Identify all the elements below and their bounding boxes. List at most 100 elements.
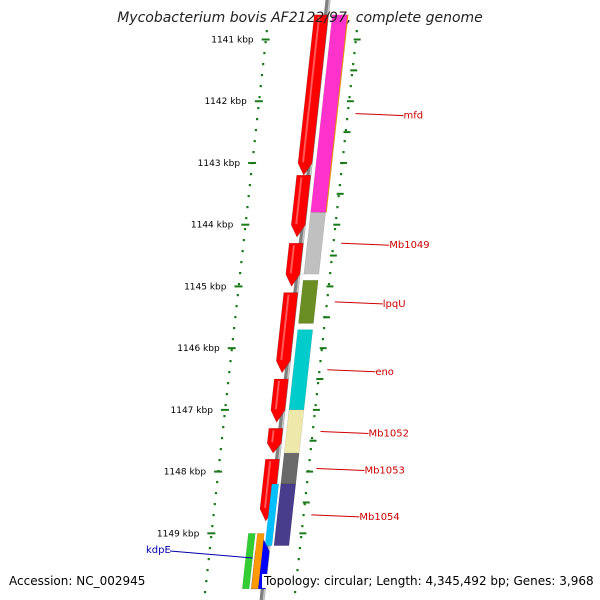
feature-bar (298, 279, 319, 324)
tick-dot (259, 85, 262, 88)
forward-gene-arrow (290, 175, 312, 238)
tick-dot (309, 448, 312, 451)
feature-layer (241, 14, 349, 590)
tick-dot (336, 206, 339, 209)
tick-dot (207, 558, 210, 561)
map-title: Mycobacterium bovis AF2122/97, complete … (117, 10, 483, 26)
tick-dot (208, 547, 212, 550)
tick-dot (330, 261, 333, 264)
tick-dot (306, 481, 309, 484)
tick-dot (254, 129, 258, 132)
tick-dot (327, 283, 331, 286)
tick-dot (304, 492, 308, 495)
tick-dot (350, 74, 354, 77)
feature-bar (250, 533, 265, 590)
tick-dot (252, 151, 255, 154)
gene-gloss (295, 177, 303, 225)
tick-dot (210, 536, 213, 539)
tick-dot (342, 151, 345, 154)
tick-dot (253, 140, 256, 143)
tick-label: 1147 kbp (171, 406, 214, 416)
tick-dot (265, 30, 268, 33)
tick-dot (235, 305, 238, 308)
tick-dot (230, 349, 233, 352)
feature-bar (264, 483, 280, 546)
feature-label: lpqU (383, 299, 406, 310)
tick-dot (313, 415, 316, 418)
tick-dot (348, 96, 351, 99)
tick-layer: 1141 kbp 1142 kbp 1143 kbp 1144 kbp 1145 kbp… (157, 30, 361, 594)
tick-dot (237, 283, 241, 286)
tick-dot (354, 41, 357, 44)
tick-label: 1143 kbp (198, 159, 241, 169)
tick-dot (329, 272, 332, 275)
label-leader (355, 113, 404, 117)
tick-dot (214, 492, 218, 495)
tick-dot (339, 173, 343, 176)
tick-dot (315, 393, 318, 396)
tick-dot (216, 481, 219, 484)
label-leader (320, 430, 369, 434)
gene-gloss (264, 461, 272, 509)
feature-bar (283, 409, 305, 454)
tick-dot (256, 118, 259, 121)
tick-dot (320, 349, 323, 352)
tick-dot (349, 85, 352, 88)
tick-dot (343, 140, 346, 143)
feature-bar (303, 212, 326, 275)
tick-dot (344, 129, 348, 132)
tick-dot (223, 415, 226, 418)
tick-dot (335, 217, 338, 220)
tick-dot (298, 547, 302, 550)
tick-dot (264, 41, 267, 44)
feature-label: eno (375, 367, 394, 378)
feature-bar (273, 483, 297, 546)
forward-gene-arrow (297, 14, 329, 176)
label-leader (334, 301, 383, 305)
tick-dot (301, 525, 304, 528)
tick-dot (297, 558, 300, 561)
tick-dot (245, 217, 248, 220)
tick-dot (333, 228, 337, 231)
tick-dot (263, 52, 266, 55)
tick-dot (249, 173, 253, 176)
feature-label: Mb1052 (369, 428, 409, 439)
tick-dot (332, 239, 335, 242)
tick-dot (325, 305, 328, 308)
tick-dot (353, 52, 356, 55)
tick-label: 1141 kbp (211, 36, 254, 46)
label-leader (316, 468, 365, 472)
label-leader (169, 550, 253, 559)
tick-dot (212, 514, 215, 517)
tick-dot (236, 294, 239, 297)
tick-dot (222, 426, 225, 429)
tick-dot (240, 261, 243, 264)
feature-label: mfd (404, 111, 424, 122)
tick-dot (312, 426, 315, 429)
tick-dot (303, 503, 306, 506)
tick-dot (302, 514, 305, 517)
tick-label: 1148 kbp (164, 468, 207, 478)
tick-dot (220, 437, 224, 440)
tick-dot (242, 239, 245, 242)
tick-dot (229, 360, 232, 363)
tick-label: 1144 kbp (191, 221, 234, 231)
tick-dot (346, 118, 349, 121)
tick-label: 1146 kbp (177, 344, 220, 354)
feature-bar (280, 452, 300, 485)
tick-dot (258, 96, 261, 99)
gene-gloss (289, 245, 295, 274)
tick-label: 1145 kbp (184, 282, 227, 292)
tick-dot (247, 195, 250, 198)
tick-dot (224, 404, 227, 407)
label-leader (341, 242, 390, 246)
tick-dot (231, 338, 235, 341)
tick-label: 1149 kbp (157, 529, 200, 539)
tick-dot (211, 525, 214, 528)
feature-label-kdpE: kdpE (146, 545, 171, 556)
tick-dot (241, 250, 244, 253)
tick-dot (331, 250, 334, 253)
tick-dot (239, 272, 242, 275)
